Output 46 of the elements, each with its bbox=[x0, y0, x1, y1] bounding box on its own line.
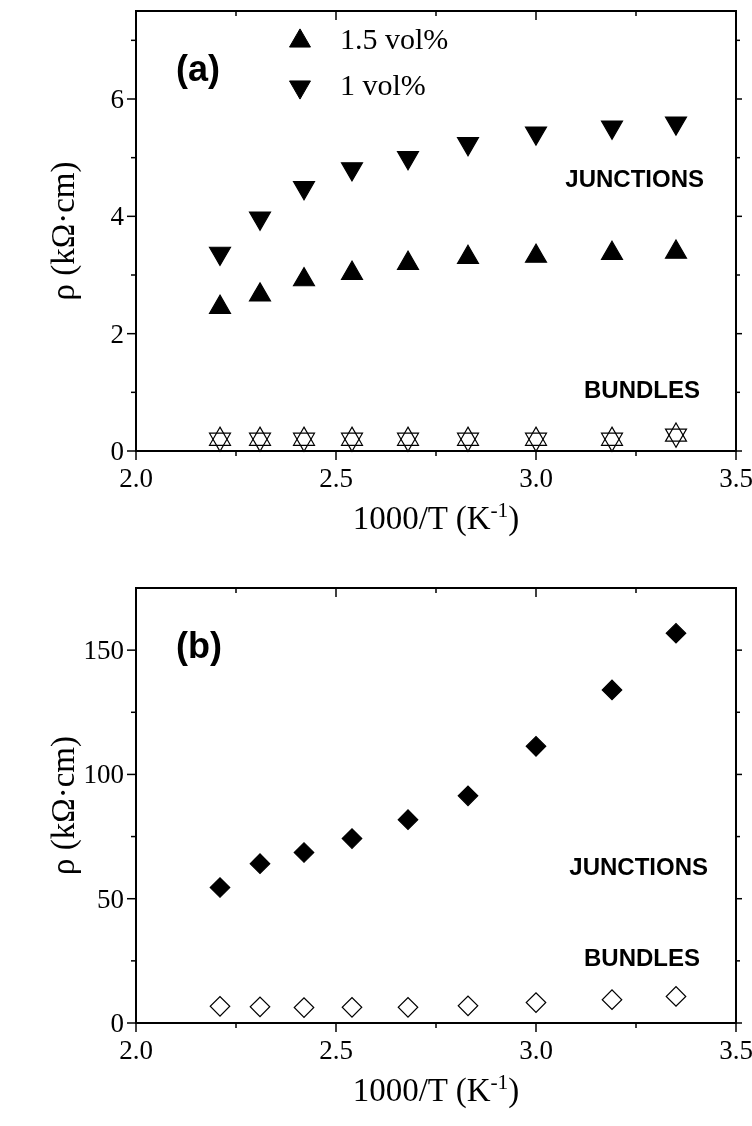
annotation: BUNDLES bbox=[583, 376, 700, 404]
point bbox=[457, 785, 479, 807]
text: (b) bbox=[176, 625, 222, 666]
legend-label: 1 vol% bbox=[340, 68, 426, 101]
x-tick-label: 3.0 bbox=[519, 463, 553, 493]
x-tick-label: 3.0 bbox=[519, 1035, 553, 1065]
y-tick-label: 150 bbox=[83, 635, 124, 666]
point bbox=[665, 986, 687, 1007]
y-tick-label: 50 bbox=[97, 883, 124, 914]
point bbox=[397, 996, 419, 1018]
point bbox=[293, 997, 315, 1018]
y-axis-title: ρ (kΩ·cm) bbox=[45, 161, 82, 301]
point bbox=[601, 989, 623, 1010]
text: (a) bbox=[176, 48, 220, 89]
x-tick-label: 2.5 bbox=[319, 1035, 353, 1065]
annotation: BUNDLES bbox=[583, 944, 700, 972]
legend-label: 1.5 vol% bbox=[340, 22, 449, 55]
x-axis-title: 1000/T (K$^{-1}$) bbox=[352, 498, 520, 537]
point bbox=[341, 828, 363, 849]
y-tick-label: 0 bbox=[110, 436, 124, 466]
y-tick-label: 0 bbox=[110, 1008, 124, 1038]
point bbox=[457, 995, 479, 1017]
y-tick-label: 2 bbox=[110, 318, 124, 349]
x-tick-label: 2.0 bbox=[119, 463, 153, 493]
point bbox=[665, 622, 687, 644]
point bbox=[341, 996, 363, 1018]
point bbox=[209, 877, 231, 898]
x-tick-label: 3.5 bbox=[719, 463, 752, 493]
point bbox=[525, 735, 547, 757]
point bbox=[525, 992, 547, 1013]
annotation: JUNCTIONS bbox=[569, 853, 708, 881]
point bbox=[249, 853, 271, 875]
x-tick-label: 3.5 bbox=[719, 1035, 752, 1065]
point bbox=[397, 809, 419, 831]
x-axis-title: 1000/T (K$^{-1}$) bbox=[352, 1070, 520, 1109]
point bbox=[293, 842, 315, 863]
point bbox=[209, 996, 231, 1017]
point bbox=[601, 679, 623, 701]
y-tick-label: 4 bbox=[110, 201, 125, 232]
x-tick-label: 2.5 bbox=[319, 463, 353, 493]
x-tick-label: 2.0 bbox=[119, 1035, 153, 1065]
annotation: JUNCTIONS bbox=[565, 165, 704, 192]
y-tick-label: 6 bbox=[110, 84, 124, 114]
point bbox=[249, 996, 271, 1018]
y-axis-title: ρ (kΩ·cm) bbox=[45, 735, 82, 876]
y-tick-label: 100 bbox=[83, 759, 124, 790]
